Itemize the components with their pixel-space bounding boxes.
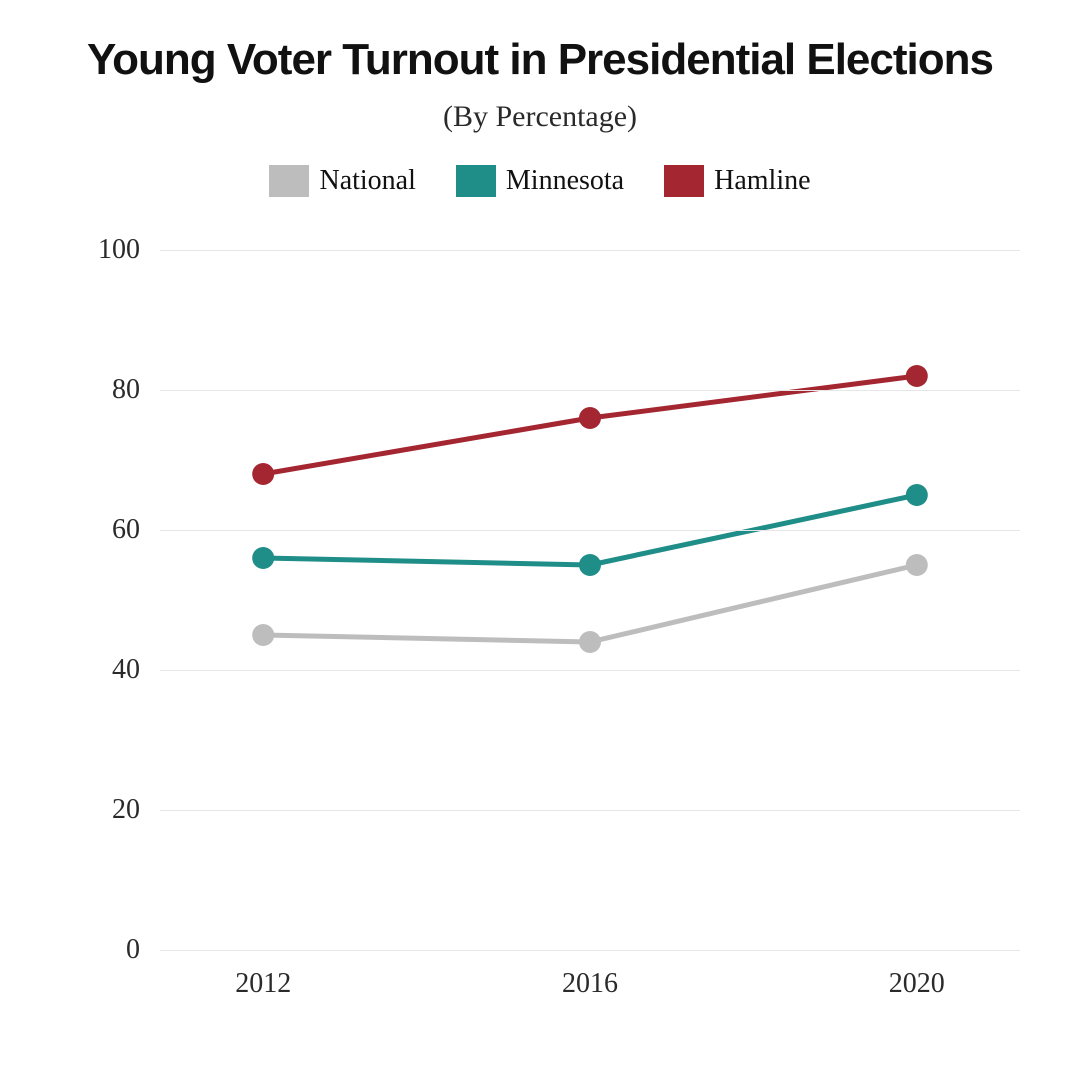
series-line: [263, 565, 917, 642]
y-axis-tick: 60: [70, 514, 140, 546]
data-point: [579, 631, 601, 653]
gridline: [160, 390, 1020, 391]
data-point: [252, 547, 274, 569]
legend-swatch: [456, 165, 496, 197]
data-point: [906, 365, 928, 387]
y-axis-tick: 0: [70, 934, 140, 966]
data-point: [906, 554, 928, 576]
y-axis-tick: 40: [70, 654, 140, 686]
y-axis-tick: 20: [70, 794, 140, 826]
data-point: [252, 463, 274, 485]
legend-label: National: [319, 165, 415, 197]
data-point: [906, 484, 928, 506]
data-point: [252, 624, 274, 646]
legend-label: Hamline: [714, 165, 810, 197]
line-chart-svg: [160, 250, 1020, 950]
legend-item: Minnesota: [456, 165, 624, 197]
legend-item: National: [269, 165, 415, 197]
chart-plot-area: 020406080100201220162020: [160, 250, 1020, 950]
gridline: [160, 810, 1020, 811]
gridline: [160, 670, 1020, 671]
legend-swatch: [664, 165, 704, 197]
legend-swatch: [269, 165, 309, 197]
legend: National Minnesota Hamline: [0, 165, 1080, 197]
x-axis-tick: 2012: [235, 968, 291, 1000]
chart-subtitle: (By Percentage): [0, 100, 1080, 134]
legend-item: Hamline: [664, 165, 810, 197]
data-point: [579, 407, 601, 429]
y-axis-tick: 80: [70, 374, 140, 406]
legend-label: Minnesota: [506, 165, 624, 197]
data-point: [579, 554, 601, 576]
x-axis-tick: 2016: [562, 968, 618, 1000]
gridline: [160, 530, 1020, 531]
gridline: [160, 950, 1020, 951]
gridline: [160, 250, 1020, 251]
y-axis-tick: 100: [70, 234, 140, 266]
chart-title: Young Voter Turnout in Presidential Elec…: [0, 35, 1080, 85]
x-axis-tick: 2020: [889, 968, 945, 1000]
